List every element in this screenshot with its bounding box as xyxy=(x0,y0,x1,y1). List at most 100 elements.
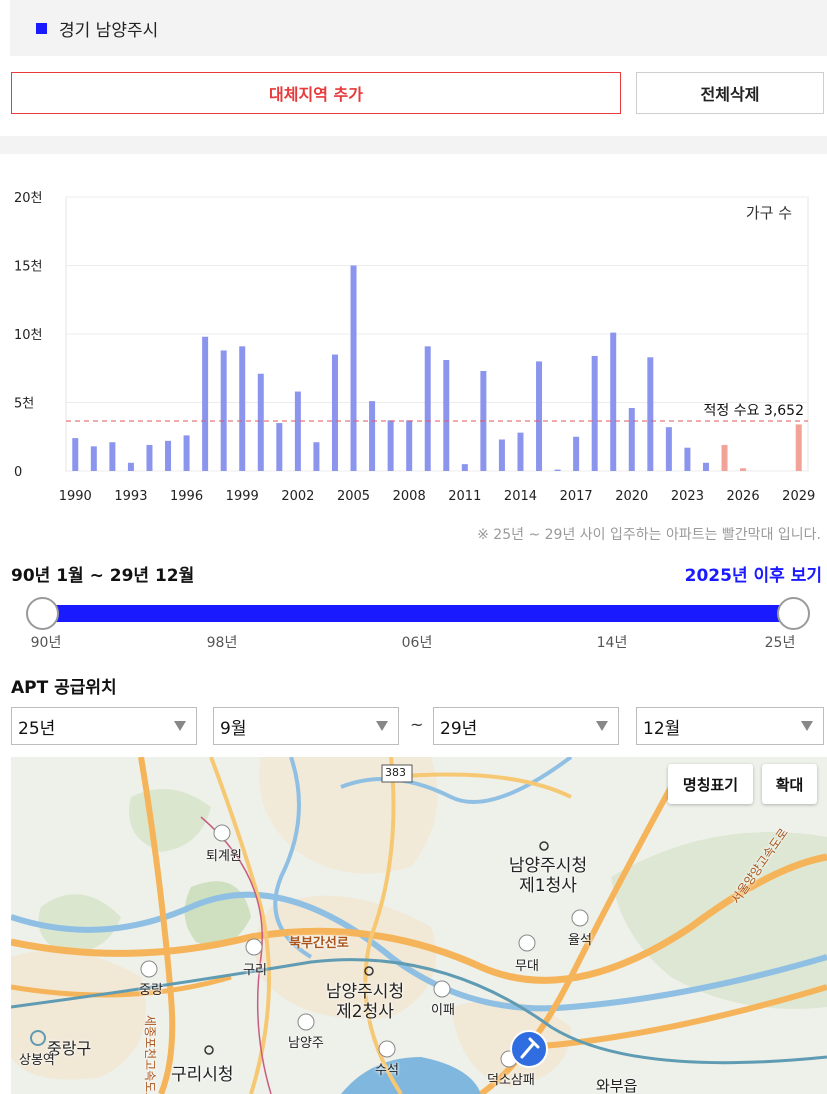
year-range-slider[interactable] xyxy=(26,596,810,630)
slider-track xyxy=(42,605,794,622)
start-month-value: 9월 xyxy=(220,718,247,739)
bar-1992 xyxy=(109,442,116,471)
map-background xyxy=(11,757,827,1094)
map-label: 중랑 xyxy=(139,983,163,998)
x-tick-label: 2023 xyxy=(671,489,704,504)
bar-2007 xyxy=(387,420,394,471)
bar-2025 xyxy=(721,444,728,471)
x-tick-label: 2026 xyxy=(727,489,760,504)
slider-end-handle[interactable] xyxy=(777,597,810,630)
map-label: 덕소삼패 xyxy=(487,1073,535,1088)
x-tick-label: 2020 xyxy=(615,489,648,504)
bar-2018 xyxy=(591,355,598,471)
x-tick-label: 1996 xyxy=(170,489,203,504)
bar-2003 xyxy=(313,442,320,471)
map-label: 중랑구 xyxy=(47,1039,92,1058)
x-axis-ticks: 1990 1993 1996 1999 2002 2005 2008 2011 2014 2017… xyxy=(59,489,816,504)
delete-all-button[interactable]: 전체삭제 xyxy=(636,72,824,114)
region-label: 경기 남양주시 xyxy=(59,20,159,41)
bar-1999 xyxy=(239,346,246,471)
show-names-button[interactable]: 명칭표기 xyxy=(668,764,753,804)
chart-grid xyxy=(65,196,809,472)
view-after-2025-link[interactable]: 2025년 이후 보기 xyxy=(684,566,822,586)
bar-2005 xyxy=(350,265,357,471)
end-month-select[interactable]: 12월 xyxy=(636,707,824,745)
bar-1995 xyxy=(165,440,172,471)
slider-start-handle[interactable] xyxy=(26,597,59,630)
bar-1993 xyxy=(127,462,134,471)
section-divider xyxy=(0,136,827,154)
bar-2023 xyxy=(684,447,691,471)
bar-2014 xyxy=(517,432,524,471)
chart-footnote: ※ 25년 ~ 29년 사이 입주하는 아파트는 빨간막대 입니다. xyxy=(477,527,821,543)
x-tick-label: 2011 xyxy=(448,489,481,504)
bar-1996 xyxy=(183,435,190,471)
map-label: 세종포천고속도로 xyxy=(143,1015,157,1094)
bar-2001 xyxy=(276,423,283,471)
map-label: 무대 xyxy=(515,959,539,974)
end-year-select[interactable]: 29년 xyxy=(433,707,619,745)
y-tick-label: 15천 xyxy=(14,260,43,275)
slider-tick-label: 25년 xyxy=(764,635,796,651)
map-label: 구리 xyxy=(243,963,267,978)
bar-2026 xyxy=(740,468,747,471)
bar-2029 xyxy=(795,424,802,471)
supply-location-map[interactable]: 383 퇴계원 북부간선로 구리 중랑 중랑구 상봉역 구리시청 남양주 남양주… xyxy=(11,757,827,1094)
map-label: 와부읍 xyxy=(596,1077,638,1094)
end-year-value: 29년 xyxy=(440,718,478,739)
bar-2006 xyxy=(369,401,376,471)
start-month-select[interactable]: 9월 xyxy=(213,707,399,745)
range-title: 90년 1월 ~ 29년 12월 xyxy=(11,566,195,586)
x-tick-label: 2029 xyxy=(782,489,815,504)
chart-bars xyxy=(72,265,802,471)
bar-1997 xyxy=(202,336,209,471)
supply-bar-chart: 0 5천 10천 15천 20천 1990 1993 1996 1999 2002 2005 200… xyxy=(14,191,816,504)
map-label: 퇴계원 xyxy=(206,849,242,864)
x-tick-label: 2008 xyxy=(393,489,426,504)
bar-2008 xyxy=(406,420,413,471)
bar-2013 xyxy=(498,439,505,471)
x-tick-label: 1999 xyxy=(226,489,259,504)
bar-2016 xyxy=(554,469,561,471)
slider-tick-label: 14년 xyxy=(596,635,628,651)
bar-1998 xyxy=(220,350,227,471)
map-label: 상봉역 xyxy=(19,1053,55,1068)
x-tick-label: 1993 xyxy=(114,489,147,504)
slider-tick-label: 90년 xyxy=(30,635,62,651)
bar-2009 xyxy=(424,346,431,471)
bar-2017 xyxy=(573,436,580,471)
bar-2022 xyxy=(665,427,672,471)
zoom-button[interactable]: 확대 xyxy=(762,764,817,804)
slider-tick-label: 06년 xyxy=(401,635,433,651)
chevron-down-icon xyxy=(174,721,186,731)
selected-region-bar: 경기 남양주시 xyxy=(10,0,827,56)
x-tick-label: 2017 xyxy=(560,489,593,504)
region-color-marker xyxy=(36,22,47,34)
bar-2000 xyxy=(257,373,264,471)
map-label: 구리시청 xyxy=(171,1065,234,1085)
map-label: 율석 xyxy=(568,933,592,948)
bar-1991 xyxy=(90,446,97,471)
bar-2004 xyxy=(331,354,338,471)
bar-2015 xyxy=(536,361,543,471)
bar-2019 xyxy=(610,332,617,471)
start-year-select[interactable]: 25년 xyxy=(11,707,197,745)
map-label: 남양주 xyxy=(288,1036,324,1051)
unit-label: 가구 수 xyxy=(746,204,792,222)
x-tick-label: 2014 xyxy=(504,489,537,504)
map-label: 남양주시청 제2청사 xyxy=(325,982,405,1022)
x-tick-label: 2002 xyxy=(281,489,314,504)
bar-2011 xyxy=(461,464,468,471)
add-region-button[interactable]: 대체지역 추가 xyxy=(11,72,621,114)
map-label: 남양주시청 제1청사 xyxy=(508,856,588,896)
chevron-down-icon xyxy=(376,721,388,731)
y-tick-label: 10천 xyxy=(14,328,43,343)
chevron-down-icon xyxy=(801,721,813,731)
bar-1990 xyxy=(72,438,79,471)
y-tick-label: 20천 xyxy=(14,191,43,206)
bar-2002 xyxy=(294,391,301,471)
bar-2021 xyxy=(647,357,654,471)
apt-supply-title: APT 공급위치 xyxy=(11,678,117,698)
slider-tick-label: 98년 xyxy=(206,635,238,651)
map-label: 이패 xyxy=(431,1003,455,1018)
